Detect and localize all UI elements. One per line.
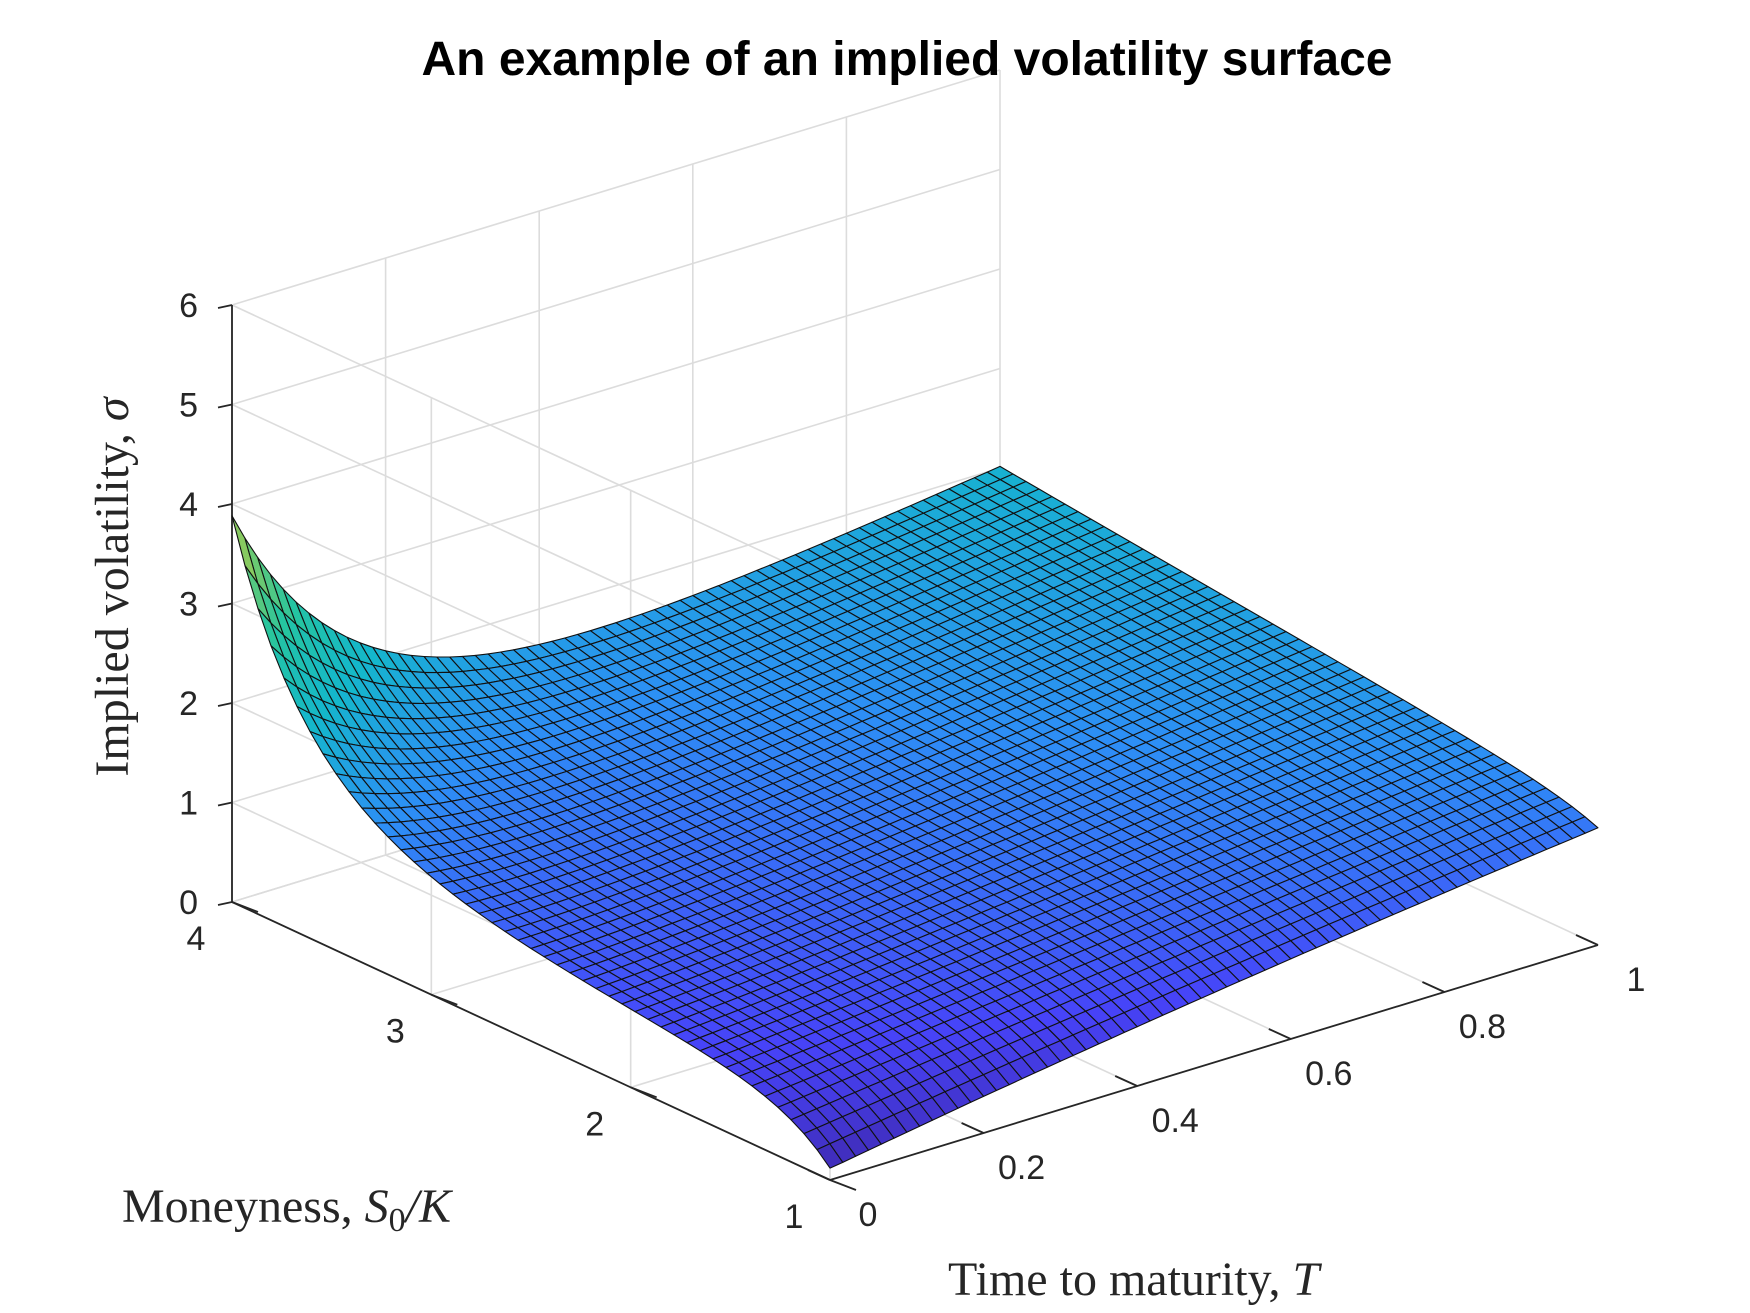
z-tick-mark: [217, 403, 233, 409]
x-axis-line: [829, 944, 1599, 1181]
x-tick-mark: [961, 1122, 984, 1134]
y-tick-mark: [829, 1179, 857, 1191]
y-axis-line: [231, 901, 831, 1181]
z-axis-label-text: Implied volatility,: [86, 421, 139, 777]
x-tick-label: 1: [1627, 961, 1646, 999]
x-axis-label-text: Time to maturity,: [948, 1253, 1292, 1306]
grid-line-back-z-4: [231, 268, 1001, 505]
z-tick-mark: [217, 702, 233, 707]
grid-line-back-z-5: [231, 168, 1001, 406]
y-axis-label: Moneyness, S0/K: [122, 1180, 454, 1239]
x-tick-label: 0.8: [1459, 1008, 1506, 1046]
chart-title: An example of an implied volatility surf…: [422, 33, 1393, 86]
z-tick-mark: [217, 304, 233, 309]
z-tick-mark: [217, 503, 233, 508]
volatility-surface: [231, 465, 1599, 1169]
z-axis-label-var: σ: [86, 395, 139, 421]
surface-face: [231, 515, 259, 585]
y-axis-label-sub: 0: [389, 1202, 406, 1239]
z-tick-label: 6: [179, 287, 198, 325]
y-tick-label: 1: [785, 1198, 804, 1236]
z-axis-label: Implied volatility, σ: [86, 395, 139, 777]
y-tick-mark: [431, 993, 458, 1006]
x-tick-label: 0.4: [1152, 1102, 1199, 1140]
grid-line-back-z-6: [231, 69, 1001, 306]
x-tick-mark: [1575, 934, 1599, 946]
z-tick-label: 5: [179, 387, 198, 425]
x-tick-label: 0: [859, 1196, 878, 1234]
x-axis-label: Time to maturity, T: [948, 1253, 1322, 1306]
y-axis-label-text: Moneyness,: [122, 1180, 365, 1233]
x-tick-mark: [1114, 1075, 1138, 1087]
y-tick-label: 2: [585, 1105, 604, 1143]
z-tick-label: 1: [179, 785, 198, 823]
grid-line-left-z-6: [231, 304, 831, 584]
x-tick-mark: [1268, 1028, 1292, 1040]
z-tick-label: 2: [179, 685, 198, 723]
z-tick-label: 0: [179, 884, 198, 922]
z-tick-mark: [217, 602, 233, 608]
y-tick-mark: [630, 1086, 657, 1099]
z-tick-label: 4: [179, 486, 198, 524]
y-tick-label: 3: [386, 1013, 405, 1051]
y-tick-mark: [231, 901, 259, 913]
z-tick-mark: [217, 901, 233, 906]
z-tick-mark: [217, 801, 233, 807]
x-tick-label: 0.6: [1305, 1055, 1352, 1093]
y-axis-label-var: S: [365, 1180, 389, 1233]
x-tick-mark: [807, 1169, 831, 1181]
z-tick-label: 3: [179, 586, 198, 624]
y-axis-label-suffix: /K: [403, 1180, 454, 1233]
x-axis-label-var: T: [1292, 1253, 1322, 1306]
surface-face: [816, 1143, 844, 1169]
grid-line-back-z-3: [231, 367, 1001, 605]
x-tick-mark: [1422, 981, 1445, 993]
y-tick-label: 4: [187, 920, 206, 958]
x-tick-label: 0.2: [998, 1149, 1045, 1187]
